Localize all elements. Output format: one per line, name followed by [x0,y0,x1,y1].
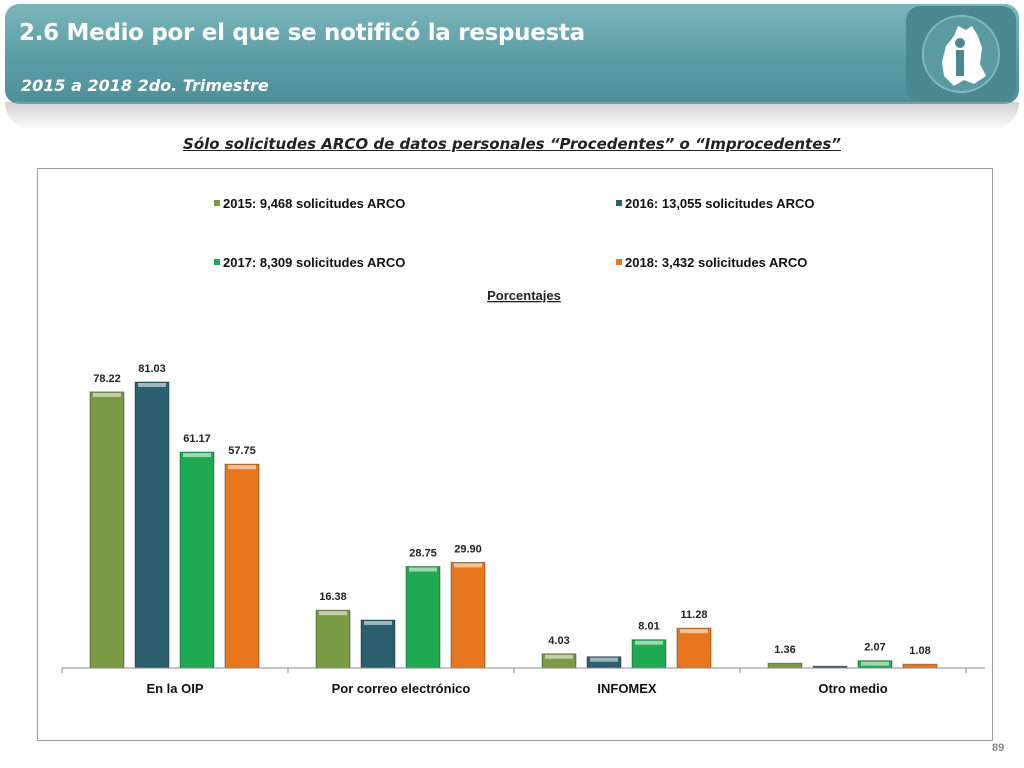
header-bar: 2.6 Medio por el que se notificó la resp… [5,4,1019,104]
bar-highlight [545,654,573,659]
bar-4-1 [224,463,260,669]
bar-2-1 [134,381,170,669]
data-label: 61.17 [183,433,211,445]
x-axis-labels: En la OIP Por correo electrónico INFOMEX Ot… [146,681,887,696]
bar-4-3 [676,627,712,669]
data-label: 4.03 [548,635,569,647]
category-label: Por correo electrónico [332,681,471,696]
bar-4-2 [450,561,486,669]
slide-title: 2.6 Medio por el que se notificó la resp… [19,20,585,46]
chart-title: Porcentajes [487,288,561,303]
slide-subtitle: 2015 a 2018 2do. Trimestre [21,76,269,95]
category-label: En la OIP [146,681,203,696]
bars: 78.22 81.03 61.17 57.75 16.38 28.75 29.90 4.03 8… [89,363,938,669]
legend-swatch-2 [616,200,622,206]
bar-highlight [183,453,211,458]
bar-highlight [228,465,256,470]
bar-highlight [319,611,347,616]
data-label: 2.07 [864,642,885,654]
header-shadow [5,102,1019,130]
bar-1-1 [89,391,125,669]
legend-label-3: 2017: 8,309 solicitudes ARCO [223,255,405,270]
category-label: Otro medio [818,681,887,696]
data-label: 78.22 [93,373,121,385]
data-label: 29.90 [454,543,482,555]
chart-heading: Sólo solicitudes ARCO de datos personale… [183,135,841,153]
data-label: 57.75 [228,445,256,457]
bar-4-4 [902,663,938,669]
bar-highlight [590,657,618,662]
bar-highlight [861,661,889,666]
chart-frame: 2015: 9,468 solicitudes ARCO 2016: 13,055… [37,168,993,741]
bar-highlight [635,640,663,645]
data-label: 8.01 [638,621,659,633]
page-number: 89 [992,742,1005,754]
x-axis-ticks [61,668,967,673]
legend-label-1: 2015: 9,468 solicitudes ARCO [223,196,405,211]
bar-highlight [138,382,166,387]
institution-logo [906,6,1016,102]
legend-swatch-4 [616,259,622,265]
data-label: 1.08 [909,645,930,657]
data-label: 1.36 [774,644,795,656]
bar-highlight [93,392,121,397]
bar-3-1 [179,451,215,669]
data-label: 81.03 [138,363,166,375]
data-label: 16.38 [319,591,347,603]
bar-highlight [364,620,392,625]
legend-label-4: 2018: 3,432 solicitudes ARCO [625,255,807,270]
bar-1-4 [767,662,803,669]
bar-highlight [454,563,482,568]
bar-2-2 [360,619,396,669]
data-label: 28.75 [409,548,437,560]
bar-highlight [409,567,437,572]
data-label: 11.28 [681,609,708,621]
bar-3-2 [405,566,441,669]
legend-swatch-1 [214,200,220,206]
legend-swatch-3 [214,259,220,265]
legend-label-2: 2016: 13,055 solicitudes ARCO [625,196,815,211]
category-label: INFOMEX [597,681,657,696]
bar-highlight [680,629,708,634]
bar-chart: 2015: 9,468 solicitudes ARCO 2016: 13,055… [61,196,985,696]
legend: 2015: 9,468 solicitudes ARCO 2016: 13,055… [214,196,815,270]
bar-1-2 [315,609,351,669]
